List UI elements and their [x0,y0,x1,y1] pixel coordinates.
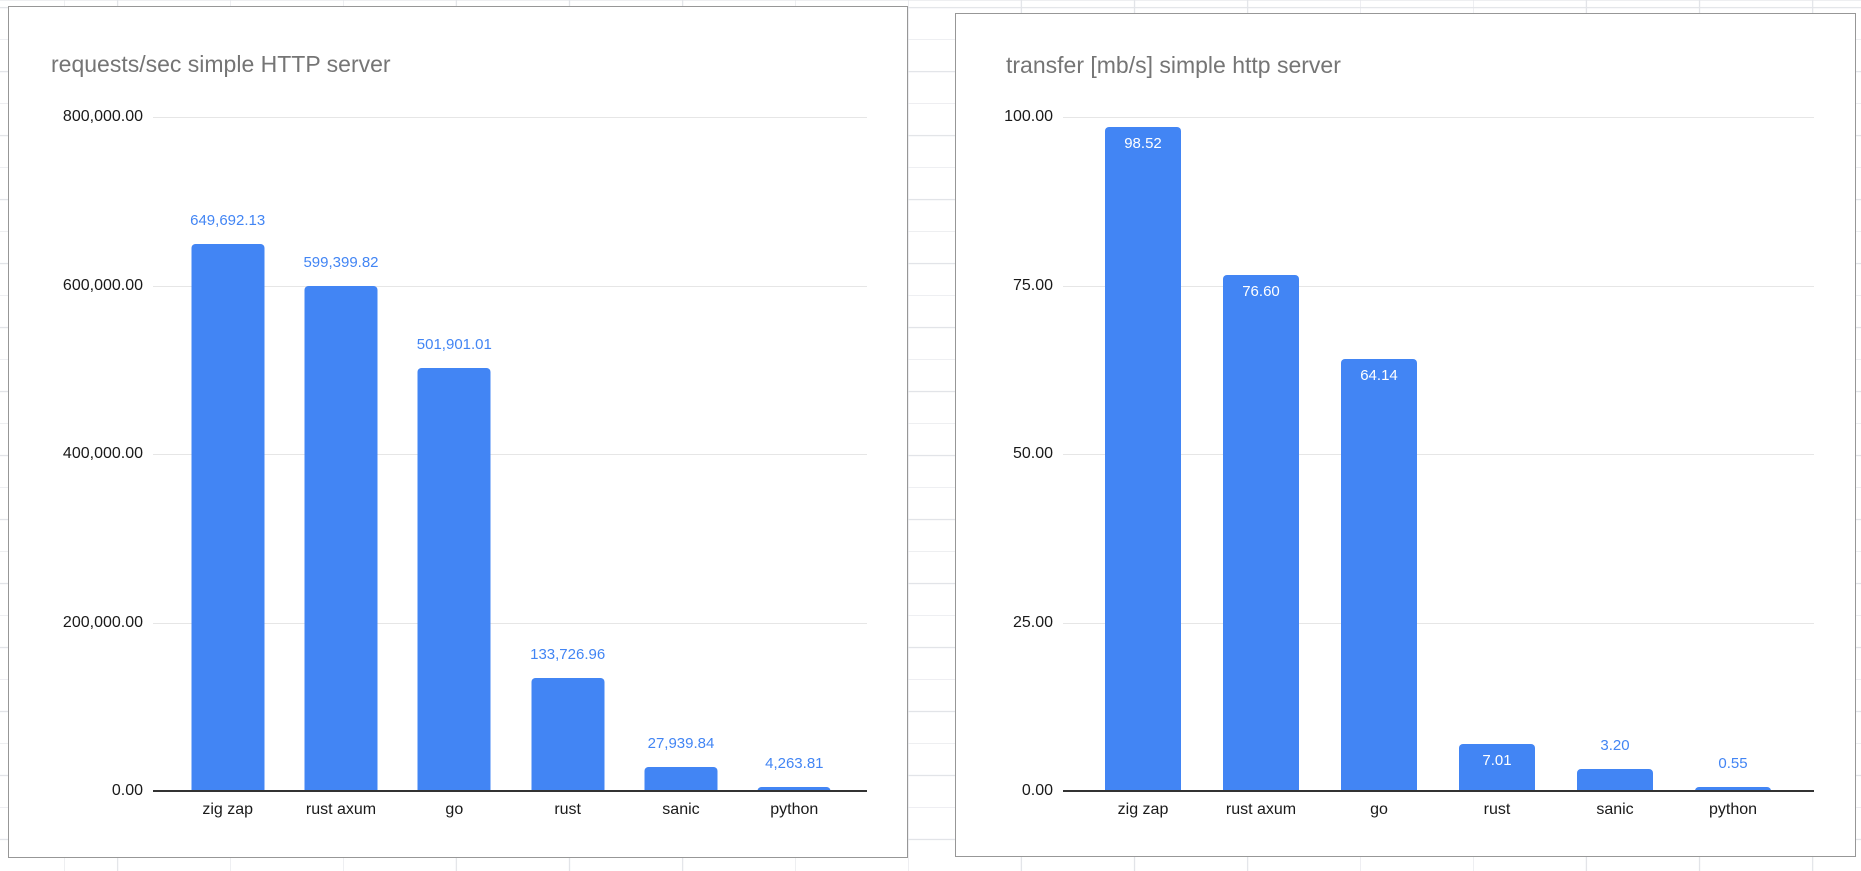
y-axis-tick-label: 800,000.00 [62,108,143,125]
x-axis-line [1063,790,1814,792]
bar-group-zig-zap: 98.52 zig zap [1084,117,1202,818]
x-axis-label: rust axum [305,801,377,818]
bar-zig-zap[interactable] [1105,126,1181,791]
y-axis-tick-label: 400,000.00 [62,445,143,462]
y-gridline [153,454,867,455]
bar-value-label: 27,939.84 [647,735,715,753]
y-gridline [1063,622,1814,624]
bar-group-rust: 133,726.96 rust [511,117,624,818]
x-axis-label: python [770,801,819,818]
y-axis-tick-label: 0.00 [111,782,143,799]
x-axis-label: rust axum [1225,801,1297,818]
y-gridline [153,117,867,118]
x-axis-label: zig zap [1117,801,1169,818]
y-axis-tick-label: 0.00 [1021,782,1053,799]
bar-group-zig-zap: 649,692.13 zig zap [171,117,284,818]
plot-area: 98.52 zig zap 76.60 rust axum 64.14 go 7.01 rus… [1063,117,1814,818]
y-gridline [153,285,867,287]
bar-value-label: 4,263.81 [765,755,824,773]
bar-python[interactable] [757,787,831,791]
bar-group-python: 0.55 python [1674,117,1792,818]
y-gridline [1063,454,1814,455]
y-gridline [153,622,867,624]
y-axis-tick-label: 75.00 [1012,276,1053,294]
x-axis-label: go [445,801,464,818]
category-band: 98.52 zig zap 76.60 rust axum 64.14 go 7.01 rus… [1084,117,1792,818]
bar-go[interactable] [1341,358,1417,791]
bar-zig-zap[interactable] [191,243,265,791]
bar-value-label: 76.60 [1242,282,1280,300]
x-axis-line [153,790,867,792]
x-axis-label: zig zap [202,801,254,818]
x-axis-label: python [1708,801,1758,818]
bar-go[interactable] [417,368,491,791]
y-gridline [1063,117,1814,118]
x-axis-label: go [1370,801,1388,818]
chart-card-transfer-mbs[interactable]: transfer [mb/s] simple http server 98.52… [955,13,1856,857]
bar-value-label: 3.20 [1600,737,1630,755]
y-axis-tick-label: 200,000.00 [62,613,143,631]
x-axis-label: sanic [1596,801,1634,818]
bar-value-label: 7.01 [1482,751,1512,769]
bar-value-label: 0.55 [1718,755,1748,773]
y-axis-tick-label: 25.00 [1012,613,1053,631]
bar-rust[interactable] [531,678,605,791]
bar-group-python: 4,263.81 python [738,117,851,818]
y-axis-tick-label: 100.00 [1004,108,1053,125]
bar-value-label: 649,692.13 [190,211,266,229]
chart-title: transfer [mb/s] simple http server [1006,52,1341,78]
bar-group-go: 501,901.01 go [398,117,511,818]
chart-card-requests-per-sec[interactable]: requests/sec simple HTTP server 649,692.… [8,6,908,858]
bar-python[interactable] [1695,787,1771,791]
bar-group-sanic: 3.20 sanic [1556,117,1674,818]
chart-title: requests/sec simple HTTP server [51,51,391,77]
x-axis-label: sanic [662,801,700,818]
bar-value-label: 64.14 [1360,366,1398,384]
bar-rust[interactable] [1459,743,1535,791]
bar-sanic[interactable] [644,767,718,791]
y-axis-tick-label: 50.00 [1012,445,1053,462]
bar-value-label: 133,726.96 [530,646,606,664]
category-band: 649,692.13 zig zap 599,399.82 rust axum 501,… [171,117,851,818]
bar-value-label: 98.52 [1124,134,1162,152]
bar-group-rust: 7.01 rust [1438,117,1556,818]
bar-rust-axum[interactable] [1223,274,1299,791]
y-gridline [1063,285,1814,287]
bar-rust-axum[interactable] [304,286,378,791]
y-axis-tick-label: 600,000.00 [62,276,143,294]
bar-group-sanic: 27,939.84 sanic [624,117,737,818]
bar-sanic[interactable] [1577,769,1653,791]
bar-group-rust-axum: 76.60 rust axum [1202,117,1320,818]
bar-value-label: 599,399.82 [303,254,379,272]
bar-value-label: 501,901.01 [416,336,492,354]
x-axis-label: rust [554,801,581,818]
bar-group-rust-axum: 599,399.82 rust axum [284,117,397,818]
x-axis-label: rust [1483,801,1511,818]
bar-group-go: 64.14 go [1320,117,1438,818]
plot-area: 649,692.13 zig zap 599,399.82 rust axum 501,… [153,117,867,818]
